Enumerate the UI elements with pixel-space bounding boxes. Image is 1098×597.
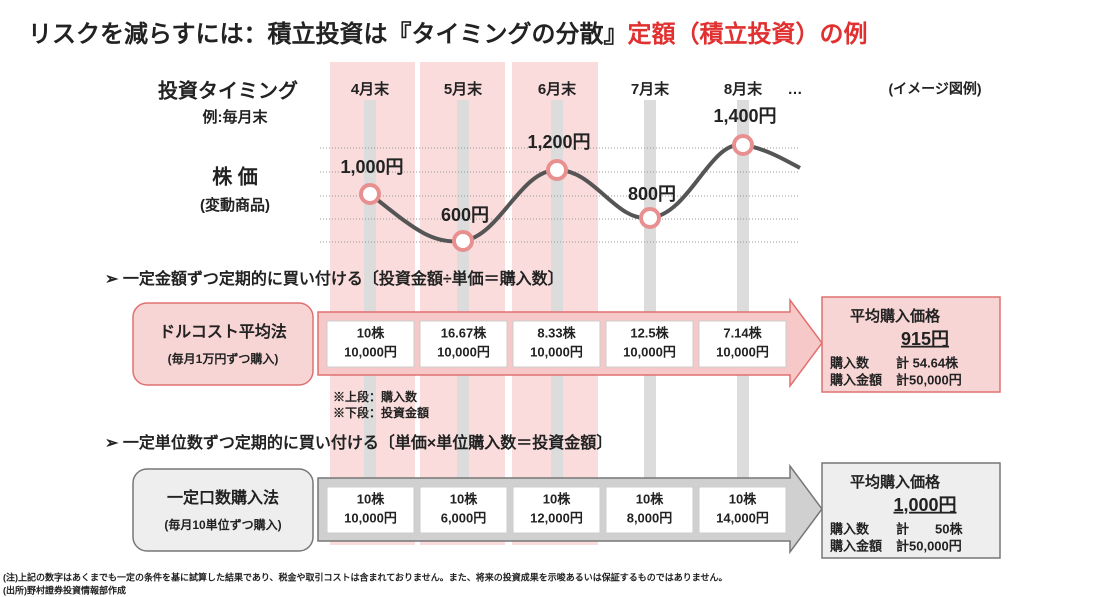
summary-row-value: 計50,000円 xyxy=(896,538,962,553)
cell-top: 10株 xyxy=(543,491,571,506)
cell-bottom: 6,000円 xyxy=(441,510,487,525)
ellipsis: … xyxy=(788,81,803,98)
price-point xyxy=(359,183,381,205)
summary-row-label: 購入金額 xyxy=(829,538,882,553)
cell-top: 10株 xyxy=(357,325,385,340)
summary-box xyxy=(821,296,1001,393)
cell-bottom: 8,000円 xyxy=(627,510,673,525)
cell-bottom: 10,000円 xyxy=(530,344,583,359)
cell xyxy=(698,486,787,534)
cell-top: 10株 xyxy=(357,491,385,506)
summary-title: 平均購入価格 xyxy=(850,473,941,491)
summary-price: 915円 xyxy=(901,329,949,349)
summary-price: 1,000円 xyxy=(893,495,956,515)
cell-top: 16.67株 xyxy=(441,325,488,340)
cell-top: 12.5株 xyxy=(630,325,669,340)
cell xyxy=(605,320,694,368)
cell xyxy=(605,486,694,534)
footnote: (注)上記の数字はあくまでも一定の条件を基に試算した結果であり、税金や取引コスト… xyxy=(3,571,727,582)
method-sub: (毎月1万円ずつ購入) xyxy=(168,351,279,366)
price-value: 600円 xyxy=(441,205,489,225)
cell-bottom: 12,000円 xyxy=(530,510,583,525)
cell-bottom: 10,000円 xyxy=(437,344,490,359)
method-name: ドルコスト平均法 xyxy=(159,322,287,341)
cell-bottom: 10,000円 xyxy=(344,344,397,359)
cell-top: 10株 xyxy=(636,491,664,506)
image-note: (イメージ図例) xyxy=(888,81,981,97)
cell xyxy=(698,320,787,368)
cell-bottom: 10,000円 xyxy=(623,344,676,359)
method-sub: (毎月10単位ずつ購入) xyxy=(164,517,281,532)
section-heading: ➢ 一定金額ずつ定期的に買い付ける〔投資金額÷単価＝購入数〕 xyxy=(105,269,564,288)
cell-bottom: 10,000円 xyxy=(344,510,397,525)
month-label: 8月末 xyxy=(724,80,763,98)
cell-top: 10株 xyxy=(729,491,757,506)
title-highlight: 定額（積立投資）の例 xyxy=(628,20,868,48)
price-sublabel: (変動商品) xyxy=(200,196,270,214)
cell xyxy=(419,486,508,534)
summary-row-value: 計 50株 xyxy=(896,521,963,536)
cell xyxy=(326,486,415,534)
price-point xyxy=(546,159,568,181)
cell xyxy=(419,320,508,368)
month-label: 5月末 xyxy=(444,80,483,98)
cell-bottom: 14,000円 xyxy=(716,510,769,525)
timing-label: 投資タイミング xyxy=(158,78,298,102)
method-name: 一定口数購入法 xyxy=(167,488,279,507)
timing-sublabel: 例:毎月末 xyxy=(203,108,269,126)
method-box xyxy=(132,302,314,386)
month-label: 7月末 xyxy=(631,80,670,98)
method-box xyxy=(132,468,314,552)
footnote: (出所)野村證券投資情報部作成 xyxy=(3,584,126,595)
cell-bottom: 10,000円 xyxy=(716,344,769,359)
price-value: 1,000円 xyxy=(340,157,403,177)
month-label: 4月末 xyxy=(351,80,390,98)
price-value: 800円 xyxy=(628,184,676,204)
price-point xyxy=(452,230,474,252)
summary-box xyxy=(821,462,1001,559)
legend-note: ※上段：購入数 xyxy=(333,389,418,404)
cell-top: 8.33株 xyxy=(537,325,576,340)
legend-note: ※下段：投資金額 xyxy=(333,405,429,420)
price-point xyxy=(732,134,754,156)
summary-row-label: 購入数 xyxy=(829,355,870,370)
summary-row-label: 購入数 xyxy=(829,521,870,536)
month-label: 6月末 xyxy=(538,80,577,98)
price-label: 株 価 xyxy=(212,164,258,188)
summary-row-value: 計50,000円 xyxy=(896,372,962,387)
cell-top: 7.14株 xyxy=(723,325,762,340)
summary-row-value: 計 54.64株 xyxy=(896,355,959,370)
title: リスクを減らすには：積立投資は『タイミングの分散』定額（積立投資）の例 xyxy=(28,20,868,48)
price-value: 1,400円 xyxy=(713,106,776,126)
section-heading: ➢ 一定単位数ずつ定期的に買い付ける〔単価×単位購入数＝投資金額〕 xyxy=(105,433,612,452)
title-main: リスクを減らすには：積立投資は『タイミングの分散』 xyxy=(28,20,628,48)
price-point xyxy=(639,207,661,229)
cell xyxy=(512,486,601,534)
summary-title: 平均購入価格 xyxy=(850,307,941,325)
cell xyxy=(326,320,415,368)
summary-row-label: 購入金額 xyxy=(829,372,882,387)
price-value: 1,200円 xyxy=(527,132,590,152)
cell-top: 10株 xyxy=(450,491,478,506)
cell xyxy=(512,320,601,368)
